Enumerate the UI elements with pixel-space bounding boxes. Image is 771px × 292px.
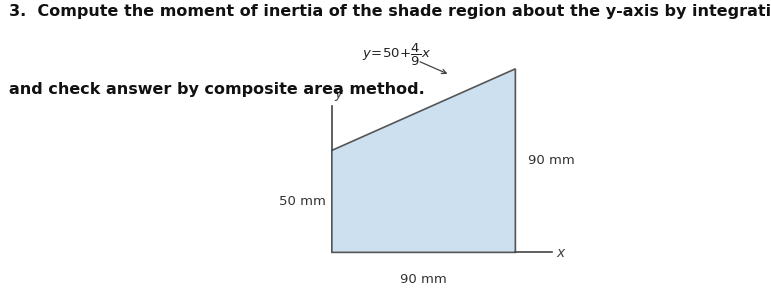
- Text: 90 mm: 90 mm: [400, 273, 447, 286]
- Text: $y\!=\!50\!+\!\dfrac{4}{9}x$: $y\!=\!50\!+\!\dfrac{4}{9}x$: [362, 41, 432, 68]
- Text: 90 mm: 90 mm: [527, 154, 574, 167]
- Text: and check answer by composite area method.: and check answer by composite area metho…: [9, 82, 425, 97]
- Text: 50 mm: 50 mm: [279, 195, 325, 208]
- Polygon shape: [332, 69, 515, 252]
- Text: x: x: [556, 246, 564, 260]
- Text: y: y: [334, 88, 342, 101]
- Text: 3.  Compute the moment of inertia of the shade region about the y-axis by integr: 3. Compute the moment of inertia of the …: [9, 4, 771, 19]
